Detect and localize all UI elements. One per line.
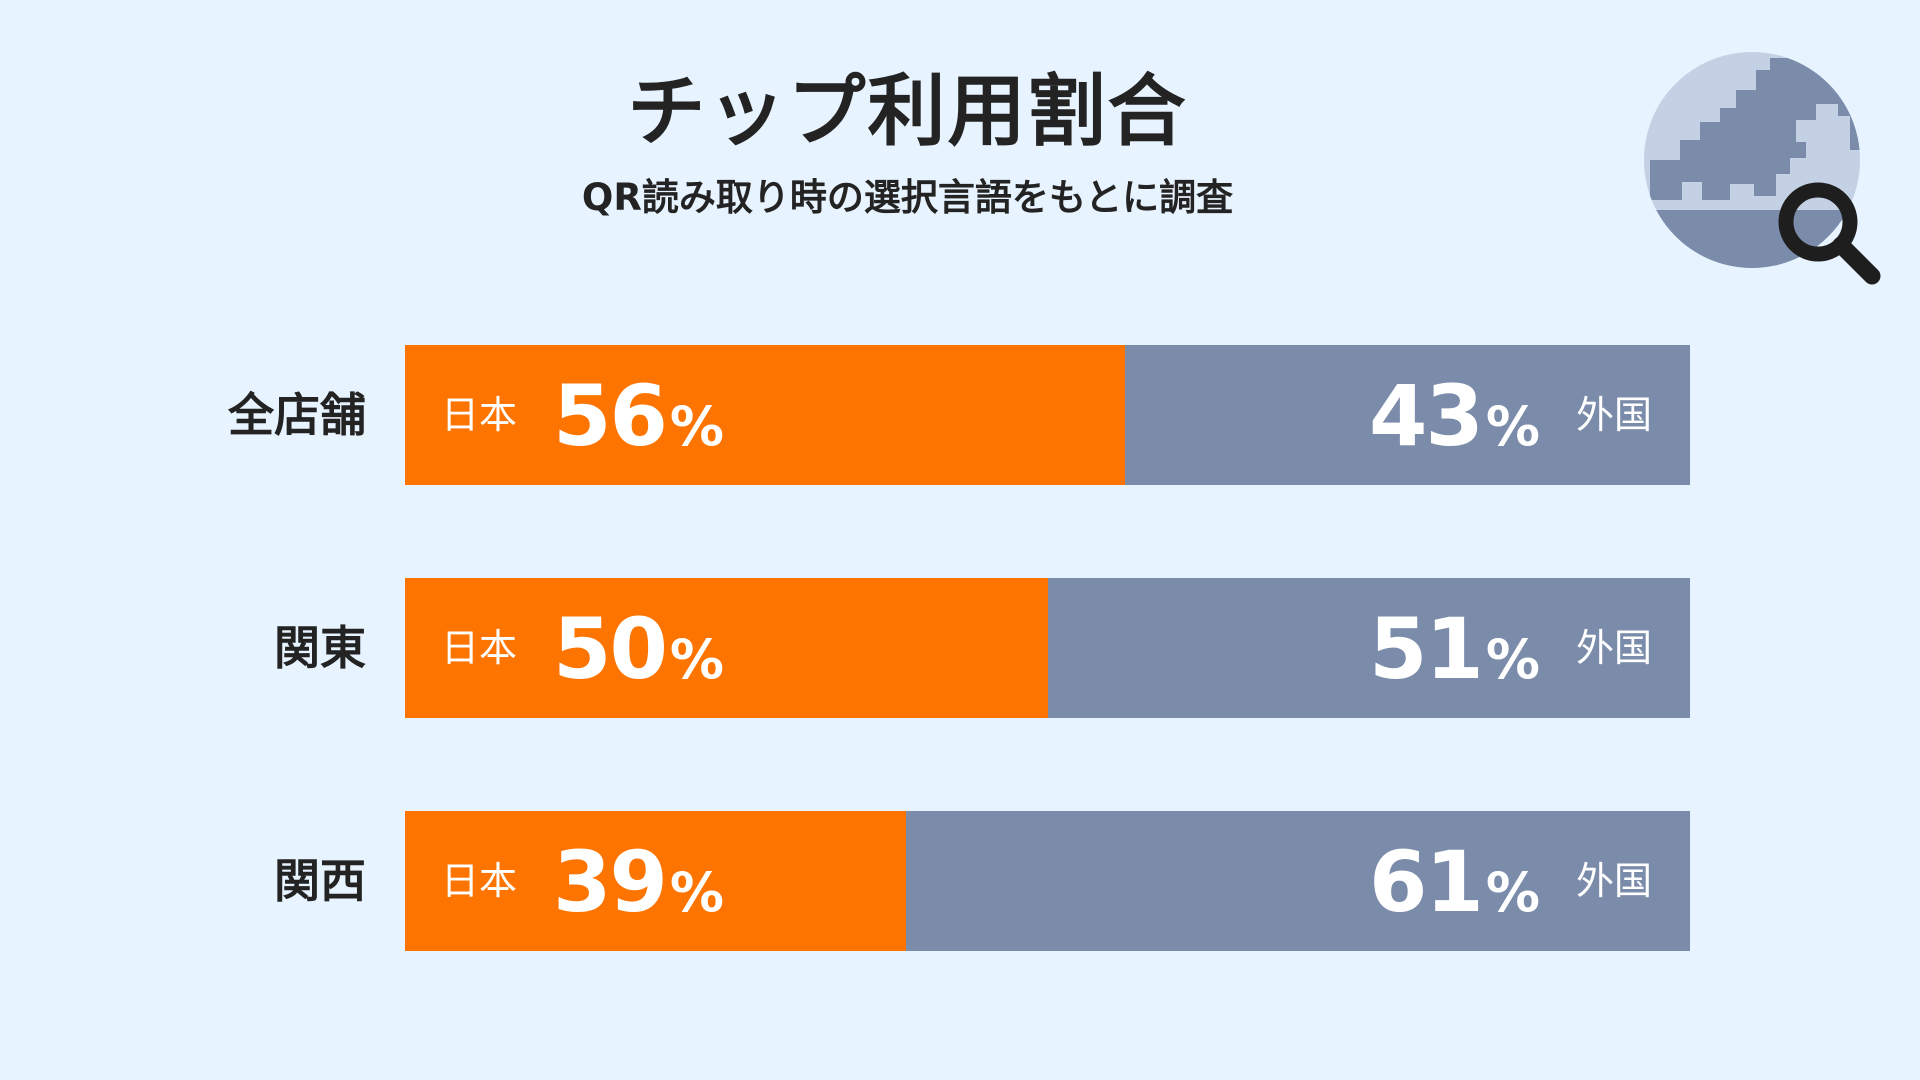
globe-magnifier-icon	[1644, 52, 1881, 285]
segment-label-japan: 日本	[441, 626, 518, 670]
chart-title: チップ利用割合	[627, 67, 1188, 157]
segment-label-japan: 日本	[441, 859, 518, 903]
value-unit: %	[1485, 395, 1540, 458]
bar-segment-japan	[405, 811, 906, 951]
bar-track: 日本 56% 43% 外国	[405, 345, 1690, 485]
value-unit: %	[669, 395, 725, 458]
bar-track: 日本 39% 61% 外国	[405, 811, 1690, 951]
chart-subtitle: QR読み取り時の選択言語をもとに調査	[581, 176, 1234, 219]
bar-row: 全店舗 日本 56% 43% 外国	[0, 345, 1920, 485]
category-label: 全店舗	[228, 388, 366, 442]
segment-label-foreign: 外国	[1575, 859, 1652, 903]
bar-row: 関東 日本 50% 51% 外国	[0, 578, 1920, 718]
data-label-japan: 50%	[553, 604, 724, 694]
value-number: 61	[1368, 833, 1484, 931]
value-unit: %	[1485, 628, 1540, 691]
bar-segment-japan	[405, 345, 1125, 485]
value-unit: %	[1485, 861, 1540, 924]
data-label-foreign: 43%	[1369, 371, 1540, 461]
value-number: 39	[553, 833, 668, 931]
bar-track: 日本 50% 51% 外国	[405, 578, 1690, 718]
value-number: 50	[553, 600, 668, 698]
data-label-japan: 39%	[553, 837, 724, 927]
bar-segment-japan	[405, 578, 1048, 718]
bar-row: 関西 日本 39% 61% 外国	[0, 811, 1920, 951]
data-label-japan: 56%	[553, 371, 724, 461]
category-label: 関西	[274, 854, 366, 908]
value-number: 56	[553, 367, 668, 465]
data-label-foreign: 61%	[1369, 837, 1540, 927]
data-label-foreign: 51%	[1369, 604, 1540, 694]
value-number: 51	[1368, 600, 1484, 698]
value-unit: %	[669, 861, 725, 924]
value-number: 43	[1368, 367, 1484, 465]
segment-label-japan: 日本	[441, 393, 518, 437]
category-label: 関東	[274, 621, 366, 675]
segment-label-foreign: 外国	[1575, 393, 1652, 437]
segment-label-foreign: 外国	[1575, 626, 1652, 670]
value-unit: %	[669, 628, 725, 691]
